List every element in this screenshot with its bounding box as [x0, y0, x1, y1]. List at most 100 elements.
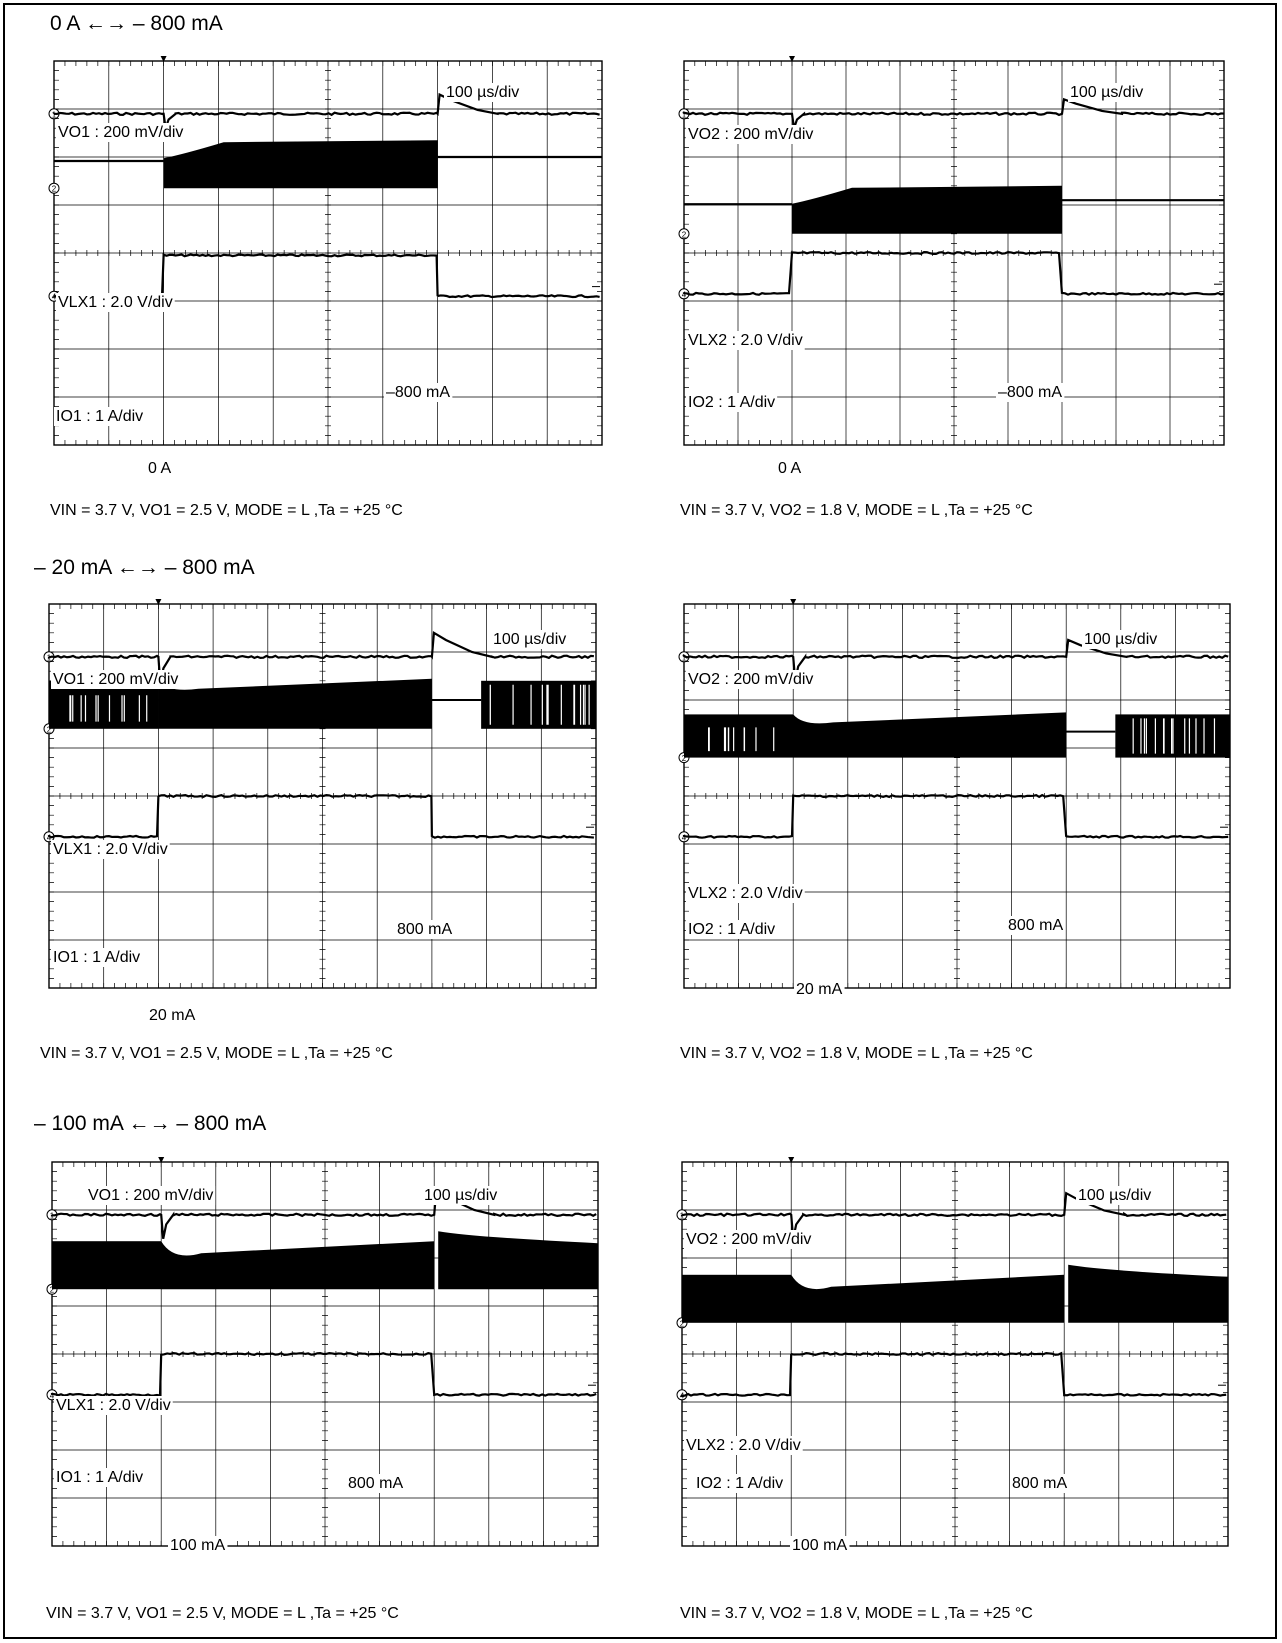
current-low-label: 0 A — [778, 460, 801, 477]
timebase-label: 100 µs/div — [424, 1187, 497, 1204]
trace-vout — [682, 638, 1229, 682]
iout-scale-label: IO2 : 1 A/div — [688, 921, 775, 938]
timebase-label-bg — [1068, 83, 1146, 102]
current-low-label: 20 mA — [796, 981, 843, 998]
ch2-marker-label: 2 — [680, 1319, 685, 1328]
current-high-label: 800 mA — [1008, 917, 1063, 934]
current-high-label: 800 mA — [397, 921, 452, 938]
trace-vlx-after — [438, 1231, 598, 1290]
section-title-1: 0 A ←→ – 800 mA — [50, 12, 223, 35]
current-low-label-bg — [794, 980, 845, 999]
timebase-label: 100 µs/div — [446, 84, 519, 101]
vout-scale-label: VO2 : 200 mV/div — [688, 126, 813, 143]
ch4-marker-label: 4 — [682, 833, 687, 842]
ch1-marker-label: 1 — [682, 110, 687, 119]
vlx-scale-label-bg — [686, 331, 805, 350]
trigger-marker — [160, 56, 167, 62]
ch4-marker-label: 4 — [47, 833, 52, 842]
trace-iout — [47, 793, 594, 839]
trigger-marker — [789, 56, 795, 62]
trigger-marker — [790, 599, 797, 605]
timebase-label-bg — [1076, 1186, 1154, 1205]
current-high-label-bg — [1010, 1474, 1070, 1493]
current-low-label: 100 mA — [792, 1537, 847, 1554]
vout-scale-label-bg — [684, 1230, 814, 1249]
current-high-label: –800 mA — [998, 384, 1062, 401]
trace-vout — [52, 92, 600, 129]
section-title-2: – 20 mA ←→ – 800 mA — [34, 556, 255, 579]
current-high-label-bg — [1006, 916, 1066, 935]
vlx-scale-label-bg — [51, 840, 170, 859]
vout-scale-label: VO1 : 200 mV/div — [53, 671, 178, 688]
current-high-label-bg — [996, 383, 1065, 402]
timebase-label-bg — [422, 1186, 500, 1205]
iout-scale-label: IO2 : 1 A/div — [696, 1475, 783, 1492]
trace-vlx-load — [793, 712, 1067, 758]
vout-scale-label-bg — [56, 123, 186, 142]
caption-5: VIN = 3.7 V, VO1 = 2.5 V, MODE = L ,Ta =… — [46, 1605, 399, 1622]
trace-iout — [680, 1351, 1227, 1397]
trace-vlx-burst — [792, 185, 1062, 234]
trace-vlx-before — [682, 1274, 792, 1323]
iout-scale-label: IO1 : 1 A/div — [53, 949, 140, 966]
current-low-label: 100 mA — [170, 1537, 225, 1554]
caption-2: VIN = 3.7 V, VO2 = 1.8 V, MODE = L ,Ta =… — [680, 502, 1033, 519]
timebase-label: 100 µs/div — [1084, 631, 1157, 648]
current-high-label-bg — [384, 383, 453, 402]
vlx-scale-label: VLX1 : 2.0 V/div — [56, 1397, 171, 1414]
current-low-label-bg — [147, 1006, 198, 1025]
vout-scale-label: VO2 : 200 mV/div — [688, 671, 813, 688]
current-low-label-bg — [776, 459, 804, 478]
scope-vo2-20ma: 1 2 4 VO2 : 200 mV/div VLX2 : 2.0 V/div IO2 :… — [678, 599, 1231, 999]
trace-vlx-load — [791, 1274, 1065, 1323]
iout-scale-label-bg — [686, 393, 778, 412]
vout-scale-label: VO1 : 200 mV/div — [58, 124, 183, 141]
ch4-marker-label: 4 — [682, 290, 687, 299]
ch2-marker-label: 2 — [682, 754, 687, 763]
trace-vlx-before — [684, 714, 794, 758]
timebase-label-bg — [491, 630, 569, 649]
current-low-label: 20 mA — [149, 1007, 196, 1024]
ch1-marker-label: 1 — [682, 653, 687, 662]
scope-grid — [53, 56, 603, 446]
trace-vout — [50, 1188, 597, 1240]
trace-vout — [680, 1191, 1227, 1240]
trace-vlx-pulse-gaps — [708, 718, 1216, 754]
timebase-label: 100 µs/div — [493, 631, 566, 648]
vlx-scale-label-bg — [54, 1396, 173, 1415]
trigger-marker — [788, 1157, 795, 1163]
timebase-label: 100 µs/div — [1078, 1187, 1151, 1204]
trace-vout — [47, 630, 595, 686]
trace-iout — [682, 250, 1225, 296]
caption-4: VIN = 3.7 V, VO2 = 1.8 V, MODE = L ,Ta =… — [680, 1045, 1033, 1062]
current-low-label: 0 A — [148, 460, 171, 477]
trace-vlx-burst — [163, 140, 438, 189]
vlx-scale-label: VLX1 : 2.0 V/div — [58, 294, 173, 311]
trace-vlx-after — [1068, 1264, 1228, 1323]
iout-scale-label-bg — [686, 920, 778, 939]
timebase-label: 100 µs/div — [1070, 84, 1143, 101]
current-high-label: 800 mA — [348, 1475, 403, 1492]
vout-scale-label-bg — [686, 125, 816, 144]
vout-scale-label-bg — [86, 1186, 216, 1205]
vlx-scale-label-bg — [684, 1436, 803, 1455]
current-high-label: –800 mA — [386, 384, 450, 401]
caption-6: VIN = 3.7 V, VO2 = 1.8 V, MODE = L ,Ta =… — [680, 1605, 1033, 1622]
vlx-scale-label: VLX1 : 2.0 V/div — [53, 841, 168, 858]
current-low-label-bg — [168, 1536, 228, 1555]
current-low-label-bg — [790, 1536, 850, 1555]
section-title-3: – 100 mA ←→ – 800 mA — [34, 1112, 267, 1135]
trace-vlx-before — [52, 1241, 162, 1290]
timebase-label-bg — [1082, 630, 1160, 649]
iout-scale-label-bg — [694, 1474, 786, 1493]
caption-1: VIN = 3.7 V, VO1 = 2.5 V, MODE = L ,Ta =… — [50, 502, 403, 519]
vlx-scale-label: VLX2 : 2.0 V/div — [688, 332, 803, 349]
vout-scale-label: VO1 : 200 mV/div — [88, 1187, 213, 1204]
caption-3: VIN = 3.7 V, VO1 = 2.5 V, MODE = L ,Ta =… — [40, 1045, 393, 1062]
iout-scale-label-bg — [54, 407, 146, 426]
trace-vlx-pulse-gaps — [69, 684, 590, 725]
ch2-marker — [48, 182, 60, 194]
iout-scale-label-bg — [54, 1468, 146, 1487]
